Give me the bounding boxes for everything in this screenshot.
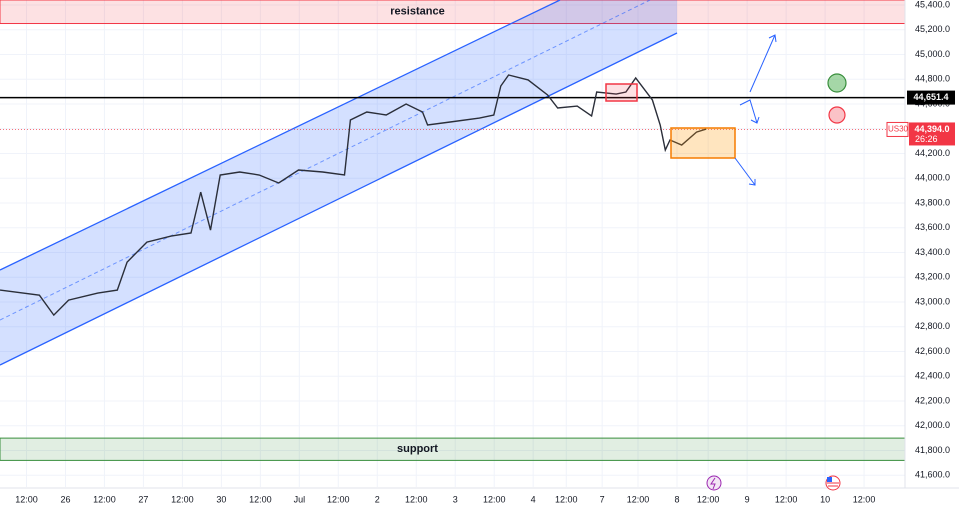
- y-tick-label: 44,800.0: [915, 74, 950, 84]
- price-label: 44,394.0: [914, 124, 949, 134]
- x-tick-label: 12:00: [15, 494, 38, 504]
- countdown-label: 26:26: [915, 134, 938, 144]
- x-tick-label: 7: [600, 494, 605, 504]
- y-tick-label: 43,200.0: [915, 272, 950, 282]
- x-tick-label: Jul: [294, 494, 306, 504]
- event-icon[interactable]: [706, 475, 722, 491]
- price-badge: [909, 122, 955, 146]
- x-tick-label: 12:00: [93, 494, 116, 504]
- x-tick-label: 12:00: [853, 494, 876, 504]
- event-flag-stripes: [827, 482, 839, 487]
- y-tick-label: 41,800.0: [915, 445, 950, 455]
- x-tick-label: 12:00: [171, 494, 194, 504]
- zone: [0, 0, 906, 25]
- y-tick-label: 45,000.0: [915, 49, 950, 59]
- channel-fill: [0, 0, 677, 365]
- range-box: [605, 83, 638, 102]
- y-tick-label: 42,200.0: [915, 395, 950, 405]
- range-box: [670, 127, 736, 159]
- x-tick-label: 27: [138, 494, 148, 504]
- x-tick-label: 2: [375, 494, 380, 504]
- y-tick-label: 44,000.0: [915, 173, 950, 183]
- x-tick-label: 26: [60, 494, 70, 504]
- x-tick-label: 4: [531, 494, 536, 504]
- arrow-small: [739, 99, 760, 124]
- x-tick-label: 12:00: [249, 494, 272, 504]
- x-tick-label: 10: [820, 494, 830, 504]
- x-tick-label: 12:00: [405, 494, 428, 504]
- y-tick-label: 43,800.0: [915, 197, 950, 207]
- x-tick-label: 12:00: [627, 494, 650, 504]
- series: [0, 74, 707, 317]
- price-lines: [0, 96, 905, 130]
- y-tick-label: 42,400.0: [915, 371, 950, 381]
- x-tick-label: 8: [674, 494, 679, 504]
- channel-upper: [0, 0, 561, 271]
- channel-mid: [0, 0, 651, 321]
- y-tick-label: 41,600.0: [915, 470, 950, 480]
- signal-sell: [828, 106, 846, 124]
- x-tick-label: 12:00: [327, 494, 350, 504]
- channel-lower: [0, 32, 678, 366]
- y-tick-label: 43,000.0: [915, 296, 950, 306]
- zone: [0, 437, 906, 461]
- event-icon-bolt: [710, 477, 716, 490]
- zone-label: resistance: [390, 6, 444, 18]
- zone-label: support: [397, 443, 438, 455]
- x-tick-label: 12:00: [483, 494, 506, 504]
- x-tick-label: 3: [453, 494, 458, 504]
- arrow-up: [749, 34, 777, 93]
- x-tick-label: 30: [216, 494, 226, 504]
- x-tick-label: 12:00: [775, 494, 798, 504]
- axes: 41,600.0 41,800.0 42,000.0 42,200.0 42,400.0…: [15, 0, 955, 504]
- y-tick-label: 43,400.0: [915, 247, 950, 257]
- x-tick-label: 9: [745, 494, 750, 504]
- y-tick-label: 45,200.0: [915, 24, 950, 34]
- y-tick-label: 45,400.0: [915, 0, 950, 9]
- price-line: [0, 74, 707, 317]
- y-tick-label: 42,000.0: [915, 420, 950, 430]
- y-tick-label: 42,600.0: [915, 346, 950, 356]
- y-tick-label: 43,600.0: [915, 222, 950, 232]
- x-tick-label: 12:00: [555, 494, 578, 504]
- arrows: [734, 34, 777, 186]
- signal-buy: [827, 73, 847, 93]
- grid: [0, 0, 905, 487]
- x-tick-label: 12:00: [697, 494, 720, 504]
- arrow-down: [734, 157, 756, 186]
- y-tick-label: 42,800.0: [915, 321, 950, 331]
- y-tick-label: 44,200.0: [915, 148, 950, 158]
- symbol-label: US30: [888, 125, 909, 134]
- symbol-badge: [886, 121, 909, 137]
- event-flag-canton: [827, 477, 832, 482]
- level-label: 44,651.4: [913, 92, 948, 102]
- level-badge: [907, 90, 955, 105]
